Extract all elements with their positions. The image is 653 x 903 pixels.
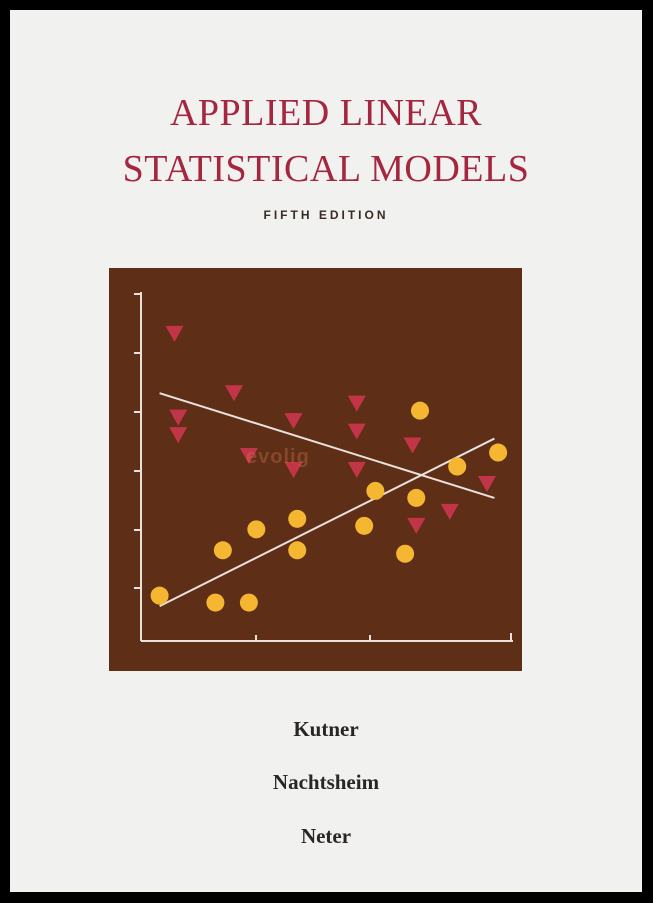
circle-point: [407, 488, 426, 507]
triangle-point: [347, 423, 366, 440]
circle-point: [247, 520, 266, 539]
trend-line-1: [159, 437, 495, 607]
circle-point: [448, 457, 467, 476]
scatter-plot-panel: evolig: [109, 268, 522, 671]
triangle-point: [347, 461, 366, 478]
book-title-line-2: STATISTICAL MODELS: [122, 148, 530, 190]
triangle-point: [169, 409, 188, 426]
circle-point: [489, 443, 508, 462]
watermark-text: evolig: [246, 446, 310, 468]
triangle-point: [347, 395, 366, 412]
plot-marks: [150, 325, 508, 612]
triangle-point: [284, 461, 303, 478]
circle-point: [150, 586, 169, 605]
trend-line-2: [159, 392, 495, 499]
author-neter: Neter: [300, 824, 352, 848]
circle-point: [355, 516, 374, 535]
circle-point: [206, 593, 225, 612]
triangle-point: [165, 325, 184, 342]
triangle-point: [403, 437, 422, 454]
author-nachtsheim: Nachtsheim: [272, 770, 380, 794]
triangle-point: [225, 385, 243, 402]
edition-label: FIFTH EDITION: [263, 208, 389, 222]
triangle-point: [477, 475, 496, 492]
circle-point: [288, 509, 307, 528]
circle-point: [288, 541, 307, 560]
triangle-point: [169, 427, 188, 444]
triangle-point: [239, 448, 258, 465]
scatter-plot: [134, 292, 513, 642]
book-cover: APPLIED LINEAR STATISTICAL MODELS FIFTH …: [10, 10, 642, 892]
triangle-point: [440, 503, 459, 520]
circle-point: [411, 401, 429, 420]
circle-point: [366, 481, 385, 500]
author-kutner: Kutner: [293, 717, 359, 741]
book-title-line-1: APPLIED LINEAR: [169, 92, 483, 134]
circle-point: [239, 593, 258, 612]
circle-point: [396, 544, 415, 563]
triangle-point: [407, 517, 426, 534]
circle-point: [213, 541, 232, 560]
triangle-point: [284, 413, 303, 430]
